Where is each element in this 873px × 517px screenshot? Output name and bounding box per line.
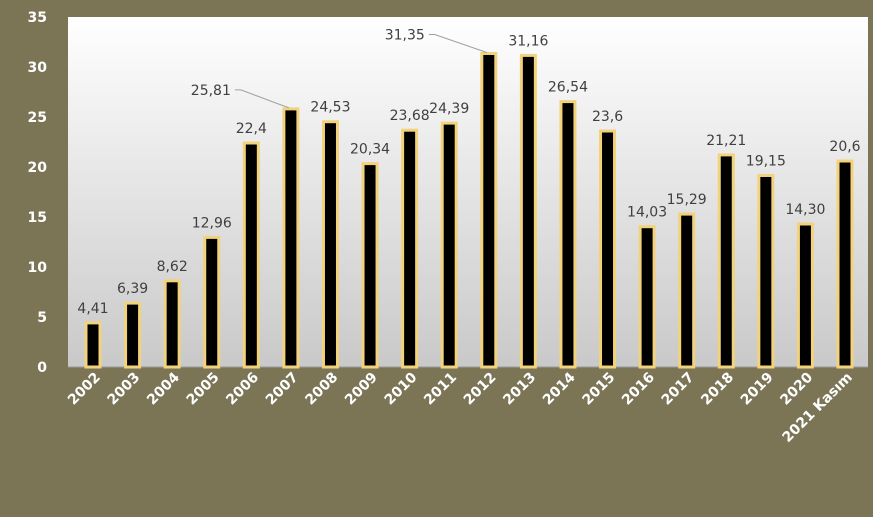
x-tick-label: 2008: [302, 370, 341, 409]
leader-line: [428, 34, 487, 53]
y-tick-label: 5: [37, 310, 47, 326]
y-axis: 0 5 10 15 20 25 30 35: [28, 10, 48, 376]
x-tick-label: 2003: [105, 370, 144, 409]
x-tick-label: 2021 Kasım: [780, 370, 856, 446]
plot-area: [68, 17, 868, 367]
leader-line: [234, 89, 290, 109]
x-tick-label: 2015: [579, 370, 618, 409]
bar: [203, 235, 221, 369]
bar: [796, 222, 814, 369]
bar: [836, 159, 854, 369]
x-tick-label: 2009: [342, 370, 381, 409]
x-tick-label: 2005: [184, 370, 223, 409]
bar: [242, 141, 260, 369]
x-tick-label: 2016: [619, 370, 658, 409]
bar: [321, 120, 339, 369]
x-tick-label: 2014: [540, 369, 579, 408]
data-label: 23,68: [390, 108, 430, 124]
x-tick-label: 2002: [65, 370, 104, 409]
y-tick-label: 35: [28, 10, 47, 26]
x-tick-label: 2004: [144, 369, 183, 408]
data-label: 26,54: [548, 80, 588, 96]
bar: [559, 100, 577, 369]
data-label: 24,53: [310, 100, 350, 116]
bar: [678, 212, 696, 369]
data-label: 24,39: [429, 101, 469, 117]
y-tick-label: 0: [37, 360, 47, 376]
bar: [361, 162, 379, 369]
data-label: 20,34: [350, 142, 390, 158]
y-tick-label: 30: [28, 60, 48, 76]
x-tick-label: 2006: [223, 370, 262, 409]
bar: [84, 321, 102, 369]
data-label: 4,41: [77, 301, 108, 317]
data-label: 14,03: [627, 205, 667, 221]
bar: [638, 225, 656, 369]
y-tick-label: 10: [28, 260, 48, 276]
bar: [163, 279, 181, 369]
data-label: 6,39: [117, 281, 148, 297]
bar: [519, 53, 537, 369]
bar: [757, 174, 775, 369]
bar: [124, 301, 142, 369]
data-label: 19,15: [746, 154, 786, 170]
data-label: 21,21: [706, 133, 746, 149]
bar-series: [84, 52, 854, 369]
bar: [440, 121, 458, 369]
data-label: 20,6: [829, 139, 860, 155]
x-tick-label: 2011: [421, 370, 460, 409]
data-label: 25,81: [191, 83, 231, 99]
data-label: 8,62: [157, 259, 188, 275]
x-tick-label: 2013: [500, 370, 539, 409]
x-tick-label: 2012: [461, 370, 500, 409]
y-tick-label: 25: [28, 110, 47, 126]
data-label: 22,4: [236, 121, 267, 137]
leader-lines: [234, 34, 487, 109]
y-tick-label: 15: [28, 210, 47, 226]
data-label: 31,35: [385, 28, 425, 44]
x-tick-label: 2007: [263, 370, 302, 409]
x-tick-label: 2010: [382, 369, 421, 408]
bar: [282, 107, 300, 369]
x-axis: 2002 2003 2004 2005 2006 2007 2008 2009 2010 2011…: [65, 369, 856, 445]
data-label: 23,6: [592, 109, 623, 125]
x-tick-label: 2018: [698, 370, 737, 409]
x-tick-label: 2019: [738, 370, 777, 409]
y-tick-label: 20: [28, 160, 48, 176]
bar: [480, 52, 498, 369]
data-label: 15,29: [667, 192, 707, 208]
data-labels: 4,41 6,39 8,62 12,96 22,4 25,81 24,53 20,34 23,6…: [77, 28, 860, 317]
x-tick-label: 2017: [659, 370, 698, 409]
data-label: 12,96: [192, 215, 232, 231]
bar: [599, 129, 617, 369]
bar: [717, 153, 735, 369]
bar: [401, 128, 419, 369]
data-label: 14,30: [785, 202, 825, 218]
data-label: 31,16: [508, 33, 548, 49]
